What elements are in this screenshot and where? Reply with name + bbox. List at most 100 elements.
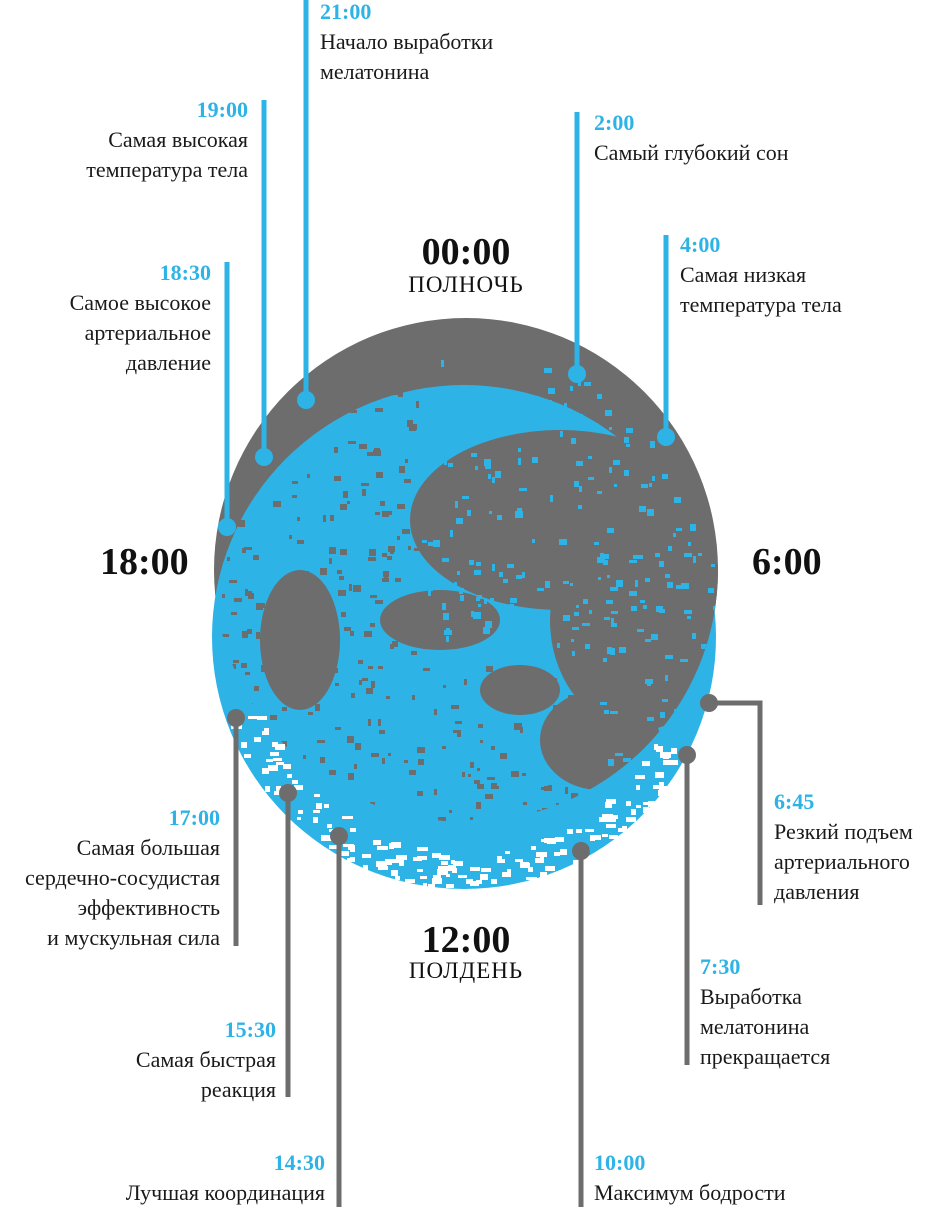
speckle bbox=[545, 581, 550, 588]
white-speckle bbox=[324, 804, 329, 808]
white-speckle bbox=[608, 815, 618, 819]
speckle bbox=[598, 577, 601, 580]
speckle bbox=[532, 457, 538, 463]
speckle bbox=[470, 762, 474, 768]
white-speckle bbox=[244, 754, 251, 758]
morning-time: 6:00 bbox=[752, 541, 822, 583]
speckle bbox=[527, 394, 530, 400]
speckle bbox=[446, 636, 449, 642]
white-speckle bbox=[659, 782, 664, 788]
speckle bbox=[594, 542, 599, 545]
white-speckle bbox=[585, 829, 594, 832]
event-label: 15:30 Самая быстрая реакция bbox=[136, 1015, 276, 1105]
speckle bbox=[565, 409, 571, 414]
speckle bbox=[442, 603, 446, 610]
speckle bbox=[548, 388, 555, 394]
event-time: 21:00 bbox=[320, 0, 372, 24]
noon-label: ПОЛДЕНЬ bbox=[408, 958, 524, 983]
white-speckle bbox=[377, 846, 388, 850]
white-speckle bbox=[417, 869, 423, 872]
speckle bbox=[468, 774, 471, 777]
speckle bbox=[337, 570, 342, 574]
speckle bbox=[676, 585, 683, 589]
speckle bbox=[407, 420, 413, 427]
speckle bbox=[451, 705, 459, 709]
white-speckle bbox=[481, 868, 491, 872]
speckle bbox=[291, 675, 294, 681]
event-time: 6:45 bbox=[774, 789, 815, 814]
speckle bbox=[364, 631, 372, 637]
speckle bbox=[492, 388, 496, 391]
white-speckle bbox=[248, 716, 258, 719]
speckle bbox=[408, 546, 411, 550]
speckle bbox=[633, 555, 640, 559]
speckle bbox=[261, 665, 266, 672]
speckle bbox=[414, 548, 419, 551]
speckle bbox=[485, 794, 493, 799]
speckle bbox=[684, 553, 692, 557]
speckle bbox=[486, 666, 493, 672]
speckle bbox=[402, 625, 410, 630]
speckle bbox=[478, 604, 481, 607]
event-description-line: давление bbox=[125, 350, 211, 375]
speckle bbox=[698, 553, 702, 556]
speckle bbox=[422, 389, 426, 392]
speckle bbox=[523, 424, 531, 428]
white-speckle bbox=[343, 844, 354, 847]
speckle bbox=[371, 753, 379, 757]
speckle bbox=[582, 623, 590, 626]
speckle bbox=[607, 575, 610, 578]
event-description-line: Самое высокое bbox=[69, 290, 211, 315]
white-speckle bbox=[541, 839, 546, 842]
speckle bbox=[518, 448, 521, 452]
speckle bbox=[316, 410, 319, 416]
white-speckle bbox=[314, 794, 320, 797]
midnight-time: 00:00 bbox=[421, 231, 511, 273]
speckle bbox=[624, 470, 629, 476]
event-description-line: давления bbox=[774, 879, 860, 904]
speckle bbox=[402, 529, 410, 534]
speckle bbox=[448, 463, 453, 467]
speckle bbox=[450, 530, 453, 537]
speckle bbox=[316, 649, 323, 656]
speckle bbox=[329, 558, 332, 564]
speckle bbox=[343, 592, 346, 595]
speckle bbox=[350, 410, 357, 413]
speckle bbox=[415, 536, 418, 542]
speckle bbox=[362, 678, 368, 681]
speckle bbox=[662, 474, 668, 479]
speckle bbox=[503, 579, 508, 583]
white-speckle bbox=[663, 760, 669, 765]
event-time: 4:00 bbox=[680, 232, 721, 257]
event-label: 14:30 Лучшая координация bbox=[126, 1148, 325, 1207]
speckle bbox=[359, 680, 362, 685]
speckle bbox=[474, 780, 480, 784]
event-description-line: сердечно-сосудистая bbox=[25, 865, 220, 890]
speckle bbox=[279, 611, 282, 615]
speckle bbox=[524, 637, 532, 640]
speckle bbox=[270, 715, 277, 720]
white-speckle bbox=[292, 780, 298, 784]
speckle bbox=[590, 723, 596, 727]
speckle bbox=[248, 593, 254, 599]
speckle bbox=[589, 610, 592, 614]
white-speckle bbox=[502, 872, 511, 877]
speckle bbox=[574, 760, 577, 763]
speckle bbox=[563, 581, 569, 584]
speckle bbox=[640, 555, 643, 559]
white-speckle bbox=[636, 785, 640, 790]
speckle bbox=[367, 452, 375, 456]
speckle bbox=[297, 540, 304, 544]
white-speckle bbox=[643, 802, 651, 805]
white-speckle bbox=[442, 866, 449, 871]
event-label: 21:00 Начало выработки мелатонина bbox=[320, 0, 493, 87]
speckle bbox=[449, 810, 452, 813]
speckle bbox=[571, 438, 576, 444]
white-speckle bbox=[528, 867, 533, 872]
white-speckle bbox=[264, 728, 269, 733]
speckle bbox=[289, 535, 292, 539]
event-time: 17:00 bbox=[168, 805, 220, 830]
speckle bbox=[557, 643, 560, 648]
speckle bbox=[609, 427, 612, 430]
speckle bbox=[413, 373, 418, 379]
